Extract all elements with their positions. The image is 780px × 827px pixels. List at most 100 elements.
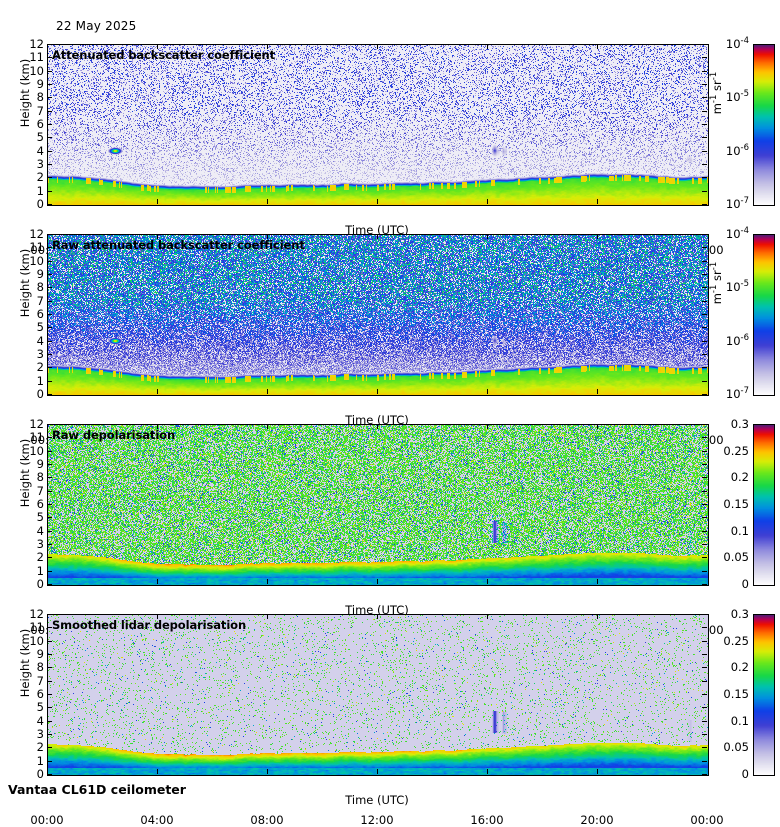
y-tick-label: 8 xyxy=(36,280,44,295)
y-tick-mark xyxy=(47,260,52,262)
y-tick-mark xyxy=(702,584,707,585)
y-tick-mark xyxy=(702,84,707,85)
y-tick-label: 4 xyxy=(36,713,44,728)
colorbar-tick-label: 10-7 xyxy=(725,196,749,211)
y-tick-mark xyxy=(47,544,52,545)
colorbar-tick-label: 10-6 xyxy=(725,332,749,348)
colorbar-tick-label: 0 xyxy=(741,767,749,781)
y-tick-mark xyxy=(702,44,707,45)
y-tick-mark xyxy=(47,464,52,465)
plot-area-attenuated-backscatter xyxy=(47,44,709,206)
y-tick-mark xyxy=(47,380,52,382)
y-tick-mark xyxy=(702,300,707,302)
y-tick-label: 0 xyxy=(36,387,44,401)
footer-caption: Vantaa CL61D ceilometer xyxy=(8,782,186,797)
x-tick-mark xyxy=(267,769,268,774)
y-tick-mark xyxy=(47,437,52,439)
y-tick-label: 2 xyxy=(36,550,44,565)
y-tick-label: 0 xyxy=(36,767,44,781)
x-tick-mark xyxy=(157,769,158,774)
panel-title-smoothed-lidar-depolarisation: Smoothed lidar depolarisation xyxy=(52,618,247,632)
y-tick-mark xyxy=(47,517,52,519)
y-tick-label: 5 xyxy=(36,510,44,525)
panel-attenuated-backscatter: Attenuated backscatter coefficient 0 1 2 3 4 5… xyxy=(0,8,780,257)
y-tick-mark xyxy=(47,274,52,275)
y-tick-mark xyxy=(47,584,52,585)
y-tick-mark xyxy=(47,300,52,302)
x-tick-mark xyxy=(597,769,598,774)
y-tick-mark xyxy=(702,464,707,465)
y-tick-label: 6 xyxy=(36,307,44,321)
x-tick-mark xyxy=(267,44,268,49)
x-tick-mark xyxy=(157,579,158,584)
y-tick-mark xyxy=(702,247,707,249)
x-tick-mark xyxy=(597,614,598,619)
x-axis-label: Time (UTC) xyxy=(345,603,409,617)
panel-raw-attenuated-backscatter: Raw attenuated backscatter coefficient 0 1… xyxy=(0,198,780,447)
y-tick-label: 9 xyxy=(36,647,44,661)
colorbar-raw-depolarisation xyxy=(753,424,775,586)
heatmap-smoothed-lidar-depolarisation xyxy=(48,615,708,775)
colorbar-tick-label: 10-7 xyxy=(725,386,749,401)
y-tick-mark xyxy=(702,424,707,425)
colorbar-labels-raw-depolarisation: 0 0.05 0.1 0.15 0.2 0.25 0.3 xyxy=(690,417,749,591)
y-tick-mark xyxy=(702,680,707,682)
colorbar-tick-label: 0.1 xyxy=(730,713,749,728)
x-tick-mark xyxy=(487,389,488,394)
x-axis-label: Time (UTC) xyxy=(345,223,409,237)
y-tick-mark xyxy=(702,437,707,439)
x-tick-mark xyxy=(157,44,158,49)
y-tick-label: 11 xyxy=(29,430,44,445)
y-tick-label: 12 xyxy=(29,607,44,621)
x-tick-mark xyxy=(487,579,488,584)
x-tick-mark xyxy=(487,44,488,49)
x-tick-mark xyxy=(377,199,378,204)
y-axis-raw-depolarisation: 0 1 2 3 4 5 6 7 8 9 10 11 12 xyxy=(0,417,44,591)
x-axis-label: Time (UTC) xyxy=(345,413,409,427)
y-tick-label: 10 xyxy=(29,253,44,268)
y-tick-label: 7 xyxy=(36,293,44,308)
x-tick-mark xyxy=(487,614,488,619)
y-tick-label: 4 xyxy=(36,523,44,538)
x-tick-mark xyxy=(487,199,488,204)
y-tick-label: 3 xyxy=(36,727,44,741)
y-tick-mark xyxy=(702,517,707,519)
y-tick-mark xyxy=(47,530,52,532)
x-tick-mark xyxy=(597,424,598,429)
x-tick-mark xyxy=(267,424,268,429)
y-tick-mark xyxy=(47,694,52,695)
y-tick-mark xyxy=(47,424,52,425)
y-tick-label: 11 xyxy=(29,620,44,635)
colorbar-tick-label: 0.25 xyxy=(723,633,749,648)
y-tick-mark xyxy=(702,394,707,395)
y-tick-label: 5 xyxy=(36,700,44,715)
panel-title-raw-depolarisation: Raw depolarisation xyxy=(52,428,176,442)
y-tick-mark xyxy=(47,137,52,139)
y-tick-mark xyxy=(702,694,707,695)
y-tick-mark xyxy=(702,177,707,179)
y-tick-mark xyxy=(702,760,707,762)
colorbar-tick-label: 0.2 xyxy=(730,660,749,675)
y-tick-label: 1 xyxy=(36,183,44,198)
x-tick-mark xyxy=(597,199,598,204)
y-tick-mark xyxy=(47,680,52,682)
y-tick-mark xyxy=(47,190,52,192)
colorbar-tick-label: 0.15 xyxy=(723,687,749,701)
colorbar-tick-label: 0.05 xyxy=(723,550,749,565)
y-tick-label: 8 xyxy=(36,90,44,105)
y-tick-mark xyxy=(702,70,707,72)
y-tick-mark xyxy=(47,164,52,165)
x-tick-mark xyxy=(377,579,378,584)
y-tick-mark xyxy=(702,490,707,492)
y-tick-mark xyxy=(702,477,707,479)
x-tick-mark xyxy=(157,199,158,204)
y-tick-mark xyxy=(47,707,52,709)
y-tick-label: 11 xyxy=(29,50,44,65)
x-tick-mark xyxy=(157,614,158,619)
y-tick-mark xyxy=(47,640,52,642)
x-tick-mark xyxy=(597,234,598,239)
y-tick-mark xyxy=(702,627,707,629)
panel-title-attenuated-backscatter: Attenuated backscatter coefficient xyxy=(52,48,276,62)
y-tick-mark xyxy=(47,760,52,762)
colorbar-labels-attenuated-backscatter: 10-7 10-6 10-5 10-4 xyxy=(690,37,749,211)
